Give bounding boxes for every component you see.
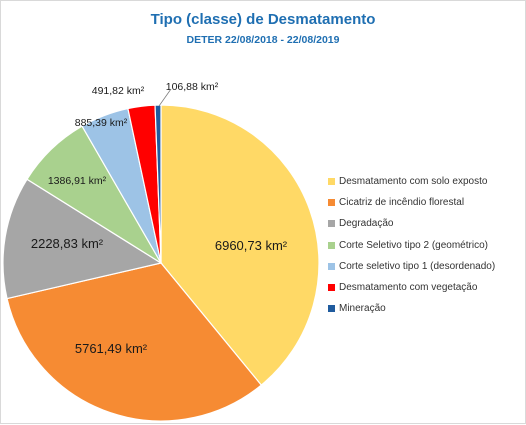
legend-label: Corte seletivo tipo 1 (desordenado) [339, 260, 496, 272]
legend-label: Desmatamento com solo exposto [339, 176, 488, 188]
legend-swatch [328, 199, 335, 207]
legend-item-3: Degradação [328, 213, 495, 234]
data-label-3: 2228,83 km² [31, 236, 104, 251]
pie-slice-2 [6, 262, 263, 422]
data-label-5: 885,39 km² [75, 117, 128, 129]
legend-item-6: Desmatamento com vegetação [328, 277, 495, 298]
data-label-4: 1386,91 km² [48, 175, 107, 187]
legend-label: Degradação [339, 218, 394, 230]
legend-swatch [328, 220, 335, 228]
legend: Desmatamento com solo exposto Cicatriz de… [328, 171, 495, 319]
legend-item-4: Corte Seletivo tipo 2 (geométrico) [328, 235, 495, 256]
chart-title: Tipo (classe) de Desmatamento [150, 11, 376, 28]
pie-slice-3 [2, 178, 163, 300]
legend-label: Mineração [339, 303, 386, 315]
legend-item-1: Desmatamento com solo exposto [328, 171, 495, 192]
legend-swatch [328, 305, 335, 313]
chart-subtitle: DETER 22/08/2018 - 22/08/2019 [186, 34, 340, 46]
data-label-1: 6960,73 km² [215, 238, 288, 253]
legend-label: Cicatriz de incêndio florestal [339, 197, 465, 209]
pie-slice-7 [154, 104, 162, 264]
legend-swatch [328, 284, 335, 292]
legend-item-5: Corte seletivo tipo 1 (desordenado) [328, 256, 495, 277]
legend-label: Corte Seletivo tipo 2 (geométrico) [339, 239, 488, 251]
leader-line [158, 88, 172, 107]
legend-swatch [328, 241, 335, 249]
legend-label: Desmatamento com vegetação [339, 282, 478, 294]
data-label-6: 491,82 km² [92, 85, 145, 97]
legend-item-7: Mineração [328, 298, 495, 319]
legend-swatch [328, 178, 335, 186]
data-label-2: 5761,49 km² [75, 341, 148, 356]
legend-item-2: Cicatriz de incêndio florestal [328, 192, 495, 213]
legend-swatch [328, 262, 335, 270]
data-label-7: 106,88 km² [166, 81, 219, 93]
pie-slice-1 [160, 104, 320, 386]
